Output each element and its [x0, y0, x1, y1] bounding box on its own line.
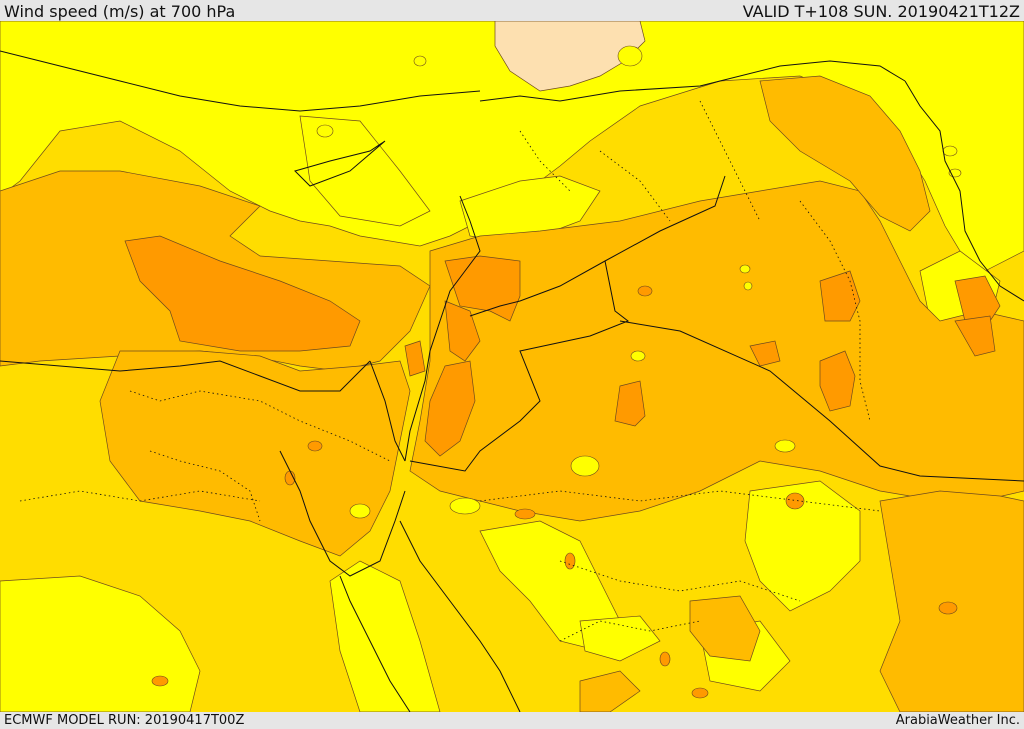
iran-core [954, 275, 1001, 322]
wind-speed-map[interactable] [0, 21, 1024, 712]
model-run: ECMWF MODEL RUN: 20190417T00Z [4, 713, 245, 728]
iraq-iran-border [904, 80, 1024, 302]
egypt-orange [99, 350, 411, 557]
cyprus-outline [294, 140, 386, 187]
south-yellow-west [0, 575, 201, 712]
east-small-core [749, 340, 781, 367]
med-core-max [124, 235, 361, 352]
saudi-core [614, 380, 646, 427]
footer-bar: ECMWF MODEL RUN: 20190417T00Z ArabiaWeat… [0, 712, 1024, 729]
jordan-core-3 [424, 360, 476, 457]
admin-boundaries [19, 100, 881, 642]
small-orange-blobs [151, 285, 958, 699]
southeast-orange [879, 490, 1024, 712]
syria-iraq-border [469, 175, 726, 317]
red-sea-coast-west [339, 575, 411, 712]
lebanon-coast [404, 195, 481, 462]
turkey-syria-border [479, 60, 906, 102]
south-orange-blob [689, 595, 761, 662]
country-borders [0, 50, 1024, 712]
header-bar: Wind speed (m/s) at 700 hPa VALID T+108 … [0, 0, 1024, 21]
egypt-coast [0, 360, 371, 392]
small-contour-blobs [316, 45, 962, 519]
turkey-calm-region [494, 21, 646, 92]
egypt-israel-border [369, 360, 406, 462]
sinai-gulf-coast [279, 450, 406, 577]
credit-text: ArabiaWeather Inc. [895, 713, 1020, 728]
red-sea-coast-east [399, 520, 521, 712]
turkey-coast [0, 50, 481, 112]
valid-time: VALID T+108 SUN. 20190421T12Z [742, 2, 1020, 21]
south-orange-small [579, 670, 641, 712]
iraq-saudi-border [619, 320, 1024, 482]
west-yellow-blob [299, 115, 431, 227]
jordan-saudi-border [409, 260, 630, 472]
map-title: Wind speed (m/s) at 700 hPa [4, 2, 236, 21]
red-sea-yellow [329, 560, 441, 712]
iraq-core-2 [819, 270, 861, 322]
band-5-10-regions [0, 21, 1024, 712]
south-yellow-small [579, 615, 661, 662]
iraq-core [819, 350, 856, 412]
iran-core-2 [954, 315, 996, 357]
southeast-yellow [744, 480, 861, 612]
levant-small-core [404, 340, 426, 377]
east-orange-upper [759, 75, 931, 232]
band-20-25-regions [124, 235, 1001, 457]
